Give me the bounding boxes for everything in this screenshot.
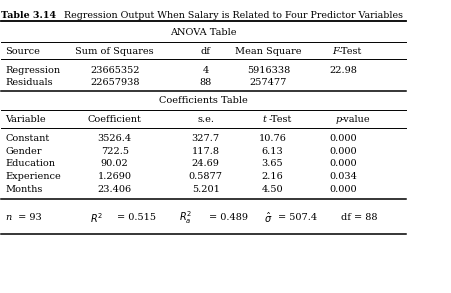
Text: 23665352: 23665352 <box>90 66 139 75</box>
Text: Sum of Squares: Sum of Squares <box>75 47 154 56</box>
Text: 5916338: 5916338 <box>247 66 290 75</box>
Text: ANOVA Table: ANOVA Table <box>170 28 237 37</box>
Text: 88: 88 <box>200 78 212 87</box>
Text: Regression Output When Salary is Related to Four Predictor Variables: Regression Output When Salary is Related… <box>64 11 403 20</box>
Text: 0.000: 0.000 <box>329 185 357 194</box>
Text: 3526.4: 3526.4 <box>97 134 132 143</box>
Text: 257477: 257477 <box>250 78 287 87</box>
Text: 0.5877: 0.5877 <box>189 172 223 181</box>
Text: df = 88: df = 88 <box>341 213 378 222</box>
Text: = 0.489: = 0.489 <box>208 213 248 222</box>
Text: 722.5: 722.5 <box>101 147 129 156</box>
Text: Constant: Constant <box>5 134 50 143</box>
Text: Months: Months <box>5 185 43 194</box>
Text: -Test: -Test <box>338 47 362 56</box>
Text: F: F <box>332 47 339 56</box>
Text: $\hat{\sigma}$: $\hat{\sigma}$ <box>264 210 273 225</box>
Text: 2.16: 2.16 <box>262 172 283 181</box>
Text: Variable: Variable <box>5 115 46 124</box>
Text: -value: -value <box>341 115 370 124</box>
Text: $R^2$: $R^2$ <box>90 211 103 224</box>
Text: 23.406: 23.406 <box>97 185 132 194</box>
Text: Coefficients Table: Coefficients Table <box>159 96 248 105</box>
Text: -Test: -Test <box>268 115 292 124</box>
Text: 117.8: 117.8 <box>192 147 220 156</box>
Text: 4: 4 <box>202 66 209 75</box>
Text: 6.13: 6.13 <box>262 147 283 156</box>
Text: 0.034: 0.034 <box>329 172 357 181</box>
Text: 327.7: 327.7 <box>192 134 220 143</box>
Text: 22.98: 22.98 <box>329 66 357 75</box>
Text: 24.69: 24.69 <box>192 159 220 168</box>
Text: 0.000: 0.000 <box>329 134 357 143</box>
Text: Source: Source <box>5 47 40 56</box>
Text: $R^2_a$: $R^2_a$ <box>179 209 193 226</box>
Text: 10.76: 10.76 <box>258 134 286 143</box>
Text: 0.000: 0.000 <box>329 159 357 168</box>
Text: 22657938: 22657938 <box>90 78 139 87</box>
Text: Education: Education <box>5 159 55 168</box>
Text: Residuals: Residuals <box>5 78 53 87</box>
Text: Coefficient: Coefficient <box>88 115 142 124</box>
Text: = 93: = 93 <box>15 213 42 222</box>
Text: 5.201: 5.201 <box>192 185 220 194</box>
Text: p: p <box>335 115 341 124</box>
Text: Experience: Experience <box>5 172 61 181</box>
Text: = 0.515: = 0.515 <box>117 213 156 222</box>
Text: 4.50: 4.50 <box>262 185 283 194</box>
Text: t: t <box>262 115 266 124</box>
Text: s.e.: s.e. <box>197 115 214 124</box>
Text: Gender: Gender <box>5 147 42 156</box>
Text: 0.000: 0.000 <box>329 147 357 156</box>
Text: n: n <box>5 213 12 222</box>
Text: 3.65: 3.65 <box>262 159 283 168</box>
Text: 90.02: 90.02 <box>101 159 129 168</box>
Text: Regression: Regression <box>5 66 60 75</box>
Text: df: df <box>201 47 211 56</box>
Text: 1.2690: 1.2690 <box>98 172 132 181</box>
Text: Mean Square: Mean Square <box>235 47 302 56</box>
Text: Table 3.14: Table 3.14 <box>1 11 56 20</box>
Text: = 507.4: = 507.4 <box>278 213 317 222</box>
